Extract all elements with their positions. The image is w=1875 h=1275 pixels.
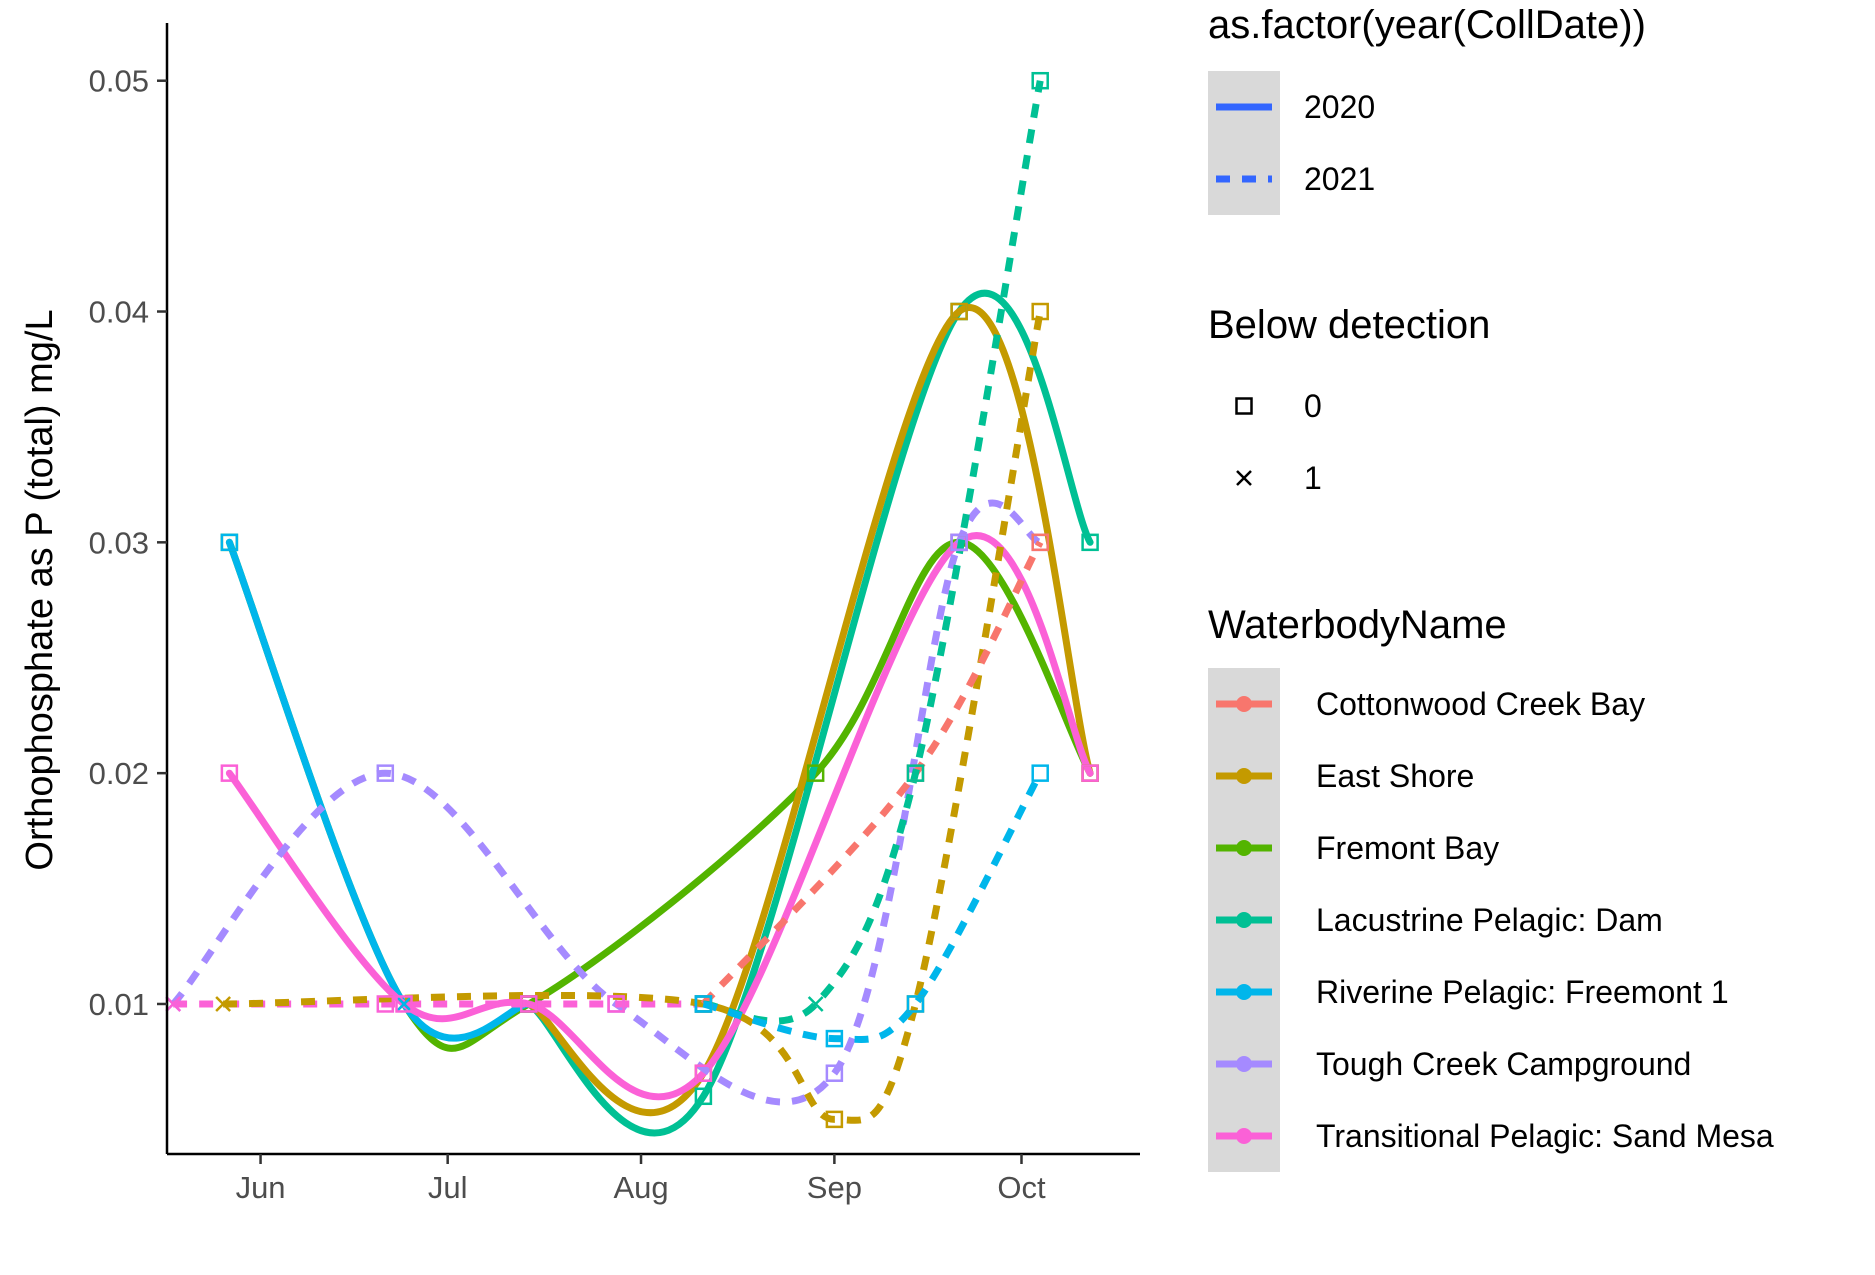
legend-label: 1 (1304, 460, 1322, 496)
legend-label: East Shore (1316, 758, 1474, 794)
data-point-10-0 (694, 995, 713, 1013)
data-point-7-2 (825, 1110, 844, 1129)
legend-key-dot (1236, 912, 1252, 928)
data-point-4-2 (520, 995, 538, 1013)
legend-key-dot (1236, 840, 1252, 856)
legend-label: 0 (1304, 388, 1322, 424)
plot-lines (170, 80, 1094, 1137)
legend-label: Tough Creek Campground (1316, 1046, 1691, 1082)
y-tick-label: 0.03 (89, 525, 149, 560)
data-point-1-1 (396, 996, 412, 1012)
data-point-4-1 (395, 995, 413, 1013)
legend-key-dot (1236, 696, 1252, 712)
data-point-9-1 (807, 996, 824, 1012)
legend-title: Below detection (1208, 303, 1490, 347)
legend-label: Riverine Pelagic: Freemont 1 (1316, 974, 1729, 1010)
series-line-0 (225, 538, 1094, 1052)
legend-key-background (1208, 71, 1280, 215)
legend-key-dot (1236, 1128, 1252, 1144)
legend-label: 2020 (1304, 89, 1375, 125)
data-point-6-1 (376, 995, 395, 1013)
legend-key-dot (1236, 1056, 1252, 1072)
x-tick-label: Aug (613, 1170, 668, 1205)
legend-title: WaterbodyName (1208, 603, 1507, 647)
series-line-3 (525, 304, 1094, 1117)
legend-label: Transitional Pelagic: Sand Mesa (1316, 1118, 1774, 1154)
data-point-2-3 (1081, 533, 1099, 552)
data-point-2-1 (694, 1087, 713, 1106)
data-point-9-2 (906, 764, 925, 782)
data-point-4-3 (694, 1064, 713, 1082)
y-axis-title: Orthophosphate as P (total) mg/L (19, 309, 61, 870)
legend-label: Lacustrine Pelagic: Dam (1316, 902, 1663, 938)
series-line-4 (225, 532, 1094, 1101)
data-point-4-0 (220, 764, 239, 782)
data-point-0-3 (806, 764, 825, 782)
series-line-2 (525, 289, 1094, 1137)
y-tick-label: 0.02 (89, 756, 149, 791)
x-tick-label: Jul (428, 1170, 468, 1205)
data-point-8-2 (1031, 533, 1049, 552)
data-point-5-1 (376, 764, 395, 782)
legend-label: 2021 (1304, 161, 1375, 197)
plot-markers (165, 71, 1099, 1129)
series-line-1 (225, 538, 533, 1042)
legend-1: Below detection 0 1 (1208, 303, 1490, 496)
data-point-3-2 (950, 302, 968, 321)
y-tick-label: 0.05 (89, 64, 149, 99)
legend-label: Cottonwood Creek Bay (1316, 686, 1645, 722)
legend-title: as.factor(year(CollDate)) (1208, 3, 1646, 47)
legends: as.factor(year(CollDate)) 2020 2021 Below d… (1208, 3, 1774, 1172)
data-point-10-2 (906, 995, 925, 1013)
legend-key-shape (1236, 470, 1252, 486)
x-tick-label: Sep (807, 1170, 862, 1205)
data-point-5-4 (950, 533, 968, 552)
data-point-7-4 (1031, 302, 1049, 321)
data-point-6-2 (607, 995, 625, 1013)
data-point-6-0 (165, 996, 182, 1012)
data-point-5-3 (825, 1064, 844, 1082)
data-point-10-1 (825, 1029, 844, 1048)
data-point-1-0 (220, 533, 239, 552)
legend-0: as.factor(year(CollDate)) 2020 2021 (1208, 3, 1646, 215)
legend-key-shape (1235, 397, 1253, 415)
legend-2: WaterbodyName Cottonwood Creek Bay East Sh… (1208, 603, 1774, 1172)
legend-label: Fremont Bay (1316, 830, 1499, 866)
series-line-9 (702, 80, 1044, 1025)
data-point-4-5 (1081, 764, 1099, 782)
data-point-7-0 (215, 996, 232, 1012)
axes: 0.01 0.02 0.03 0.04 0.05 Jun Jul Aug Sep Oct (89, 23, 1140, 1205)
data-point-10-3 (1031, 764, 1049, 782)
y-tick-label: 0.04 (89, 295, 149, 330)
y-tick-label: 0.01 (89, 987, 149, 1022)
legend-key-dot (1236, 984, 1252, 1000)
x-tick-label: Oct (997, 1170, 1046, 1205)
data-point-9-3 (1031, 71, 1049, 90)
series-line-10 (702, 771, 1044, 1043)
legend-key-dot (1236, 768, 1252, 784)
x-tick-label: Jun (236, 1170, 286, 1205)
